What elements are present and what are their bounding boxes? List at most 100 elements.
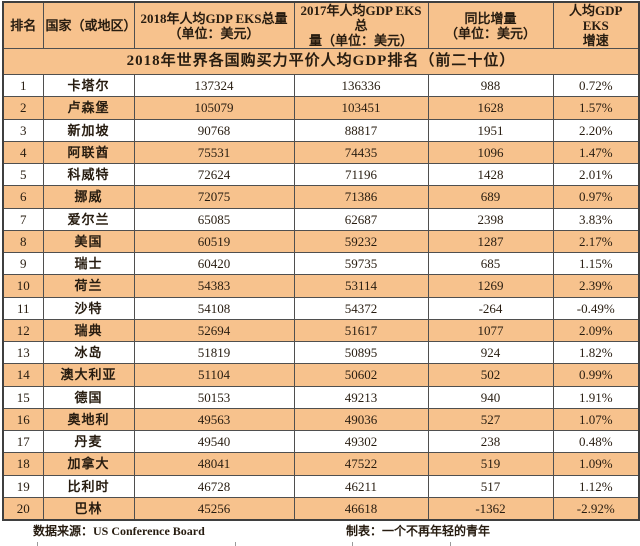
cell-rank: 9	[2, 251, 44, 276]
cell-rank: 13	[2, 340, 44, 365]
cell-rank: 2	[2, 96, 44, 120]
cell-country: 爱尔兰	[42, 207, 135, 231]
cell-gdp-2018: 105079	[133, 96, 295, 120]
cell-gdp-2017: 103451	[293, 96, 429, 120]
cell-yoy-change: 1077	[427, 318, 554, 343]
cell-gdp-2017: 47522	[293, 452, 429, 476]
table-row: 1 卡塔尔 137324 136336 988 0.72%	[2, 73, 640, 98]
cell-country: 丹麦	[42, 429, 135, 454]
cell-gdp-2018: 90768	[133, 118, 295, 142]
cell-growth-rate: 0.97%	[552, 185, 640, 209]
cell-gdp-2017: 50602	[293, 363, 429, 387]
cell-gdp-2018: 45256	[133, 496, 295, 521]
table-row: 6 挪威 72075 71386 689 0.97%	[2, 185, 640, 209]
cell-gdp-2018: 54383	[133, 274, 295, 298]
cell-growth-rate: 1.47%	[552, 140, 640, 165]
cell-gdp-2018: 60420	[133, 251, 295, 276]
cell-yoy-change: 502	[427, 363, 554, 387]
cell-rank: 7	[2, 207, 44, 231]
cell-yoy-change: -264	[427, 296, 554, 320]
table-row: 4 阿联酋 75531 74435 1096 1.47%	[2, 140, 640, 165]
data-source-note: 数据来源：US Conference Board	[33, 524, 205, 538]
cell-yoy-change: 940	[427, 385, 554, 409]
cell-yoy-change: 527	[427, 407, 554, 432]
cell-rank: 3	[2, 118, 44, 142]
cell-country: 比利时	[42, 474, 135, 498]
cell-growth-rate: 2.09%	[552, 318, 640, 343]
header-gdp-2018: 2018年人均GDP EKS总量 （单位：美元）	[133, 1, 295, 49]
cell-growth-rate: -2.92%	[552, 496, 640, 521]
cell-yoy-change: 988	[427, 73, 554, 98]
cell-country: 巴林	[42, 496, 135, 521]
cell-country: 瑞典	[42, 318, 135, 343]
cell-gdp-2018: 46728	[133, 474, 295, 498]
cell-gdp-2018: 49540	[133, 429, 295, 454]
table-row: 3 新加坡 90768 88817 1951 2.20%	[2, 118, 640, 142]
cell-gdp-2018: 60519	[133, 229, 295, 254]
cell-growth-rate: 1.57%	[552, 96, 640, 120]
cell-growth-rate: 2.39%	[552, 274, 640, 298]
cell-rank: 15	[2, 385, 44, 409]
cell-rank: 12	[2, 318, 44, 343]
cell-rank: 10	[2, 274, 44, 298]
table-row: 10 荷兰 54383 53114 1269 2.39%	[2, 274, 640, 298]
cell-country: 奥地利	[42, 407, 135, 432]
cell-growth-rate: 1.12%	[552, 474, 640, 498]
cell-yoy-change: 2398	[427, 207, 554, 231]
cell-rank: 6	[2, 185, 44, 209]
cell-yoy-change: 1951	[427, 118, 554, 142]
cell-rank: 19	[2, 474, 44, 498]
cell-yoy-change: 689	[427, 185, 554, 209]
cell-growth-rate: 2.17%	[552, 229, 640, 254]
table-row: 7 爱尔兰 65085 62687 2398 3.83%	[2, 207, 640, 231]
cell-country: 美国	[42, 229, 135, 254]
table-row: 14 澳大利亚 51104 50602 502 0.99%	[2, 363, 640, 387]
table-row: 17 丹麦 49540 49302 238 0.48%	[2, 429, 640, 454]
header-country: 国家（或地区）	[42, 1, 135, 49]
cell-rank: 16	[2, 407, 44, 432]
cell-gdp-2017: 46618	[293, 496, 429, 521]
cell-yoy-change: 1628	[427, 96, 554, 120]
cell-growth-rate: 1.15%	[552, 251, 640, 276]
cell-gdp-2018: 65085	[133, 207, 295, 231]
cell-yoy-change: 924	[427, 340, 554, 365]
header-row: 排名 国家（或地区） 2018年人均GDP EKS总量 （单位：美元） 2017…	[2, 1, 640, 49]
table-row: 20 巴林 45256 46618 -1362 -2.92%	[2, 496, 640, 521]
cell-gdp-2017: 54372	[293, 296, 429, 320]
cell-country: 沙特	[42, 296, 135, 320]
table-row: 18 加拿大 48041 47522 519 1.09%	[2, 452, 640, 476]
cell-country: 卡塔尔	[42, 73, 135, 98]
cell-growth-rate: 1.09%	[552, 452, 640, 476]
cell-gdp-2017: 49213	[293, 385, 429, 409]
cell-growth-rate: 1.82%	[552, 340, 640, 365]
cell-gdp-2018: 50153	[133, 385, 295, 409]
table-title-row: 2018年世界各国购买力平价人均GDP排名（前二十位）	[2, 48, 640, 75]
credit-note: 制表：一个不再年轻的青年	[345, 524, 490, 538]
cell-yoy-change: 517	[427, 474, 554, 498]
table-row: 19 比利时 46728 46211 517 1.12%	[2, 474, 640, 498]
cell-country: 阿联酋	[42, 140, 135, 165]
table-row: 5 科威特 72624 71196 1428 2.01%	[2, 162, 640, 187]
table-footer: 数据来源：US Conference Board 制表：一个不再年轻的青年	[2, 521, 638, 541]
cell-gdp-2018: 72075	[133, 185, 295, 209]
cell-gdp-2017: 49302	[293, 429, 429, 454]
cell-yoy-change: 685	[427, 251, 554, 276]
cell-country: 新加坡	[42, 118, 135, 142]
table-body: 1 卡塔尔 137324 136336 988 0.72% 2 卢森堡 1050…	[2, 73, 640, 521]
cell-gdp-2017: 59735	[293, 251, 429, 276]
cell-gdp-2017: 51617	[293, 318, 429, 343]
cell-growth-rate: 1.91%	[552, 385, 640, 409]
cell-gdp-2017: 71196	[293, 162, 429, 187]
cell-growth-rate: 3.83%	[552, 207, 640, 231]
cell-rank: 4	[2, 140, 44, 165]
cell-country: 澳大利亚	[42, 363, 135, 387]
cell-country: 挪威	[42, 185, 135, 209]
cell-gdp-2017: 50895	[293, 340, 429, 365]
cell-growth-rate: 0.48%	[552, 429, 640, 454]
cell-growth-rate: -0.49%	[552, 296, 640, 320]
gdp-ranking-table: 2018年世界各国购买力平价人均GDP排名（前二十位） 排名 国家（或地区） 2…	[2, 1, 640, 521]
cell-country: 科威特	[42, 162, 135, 187]
table-row: 15 德国 50153 49213 940 1.91%	[2, 385, 640, 409]
cell-yoy-change: 1269	[427, 274, 554, 298]
cell-growth-rate: 0.99%	[552, 363, 640, 387]
